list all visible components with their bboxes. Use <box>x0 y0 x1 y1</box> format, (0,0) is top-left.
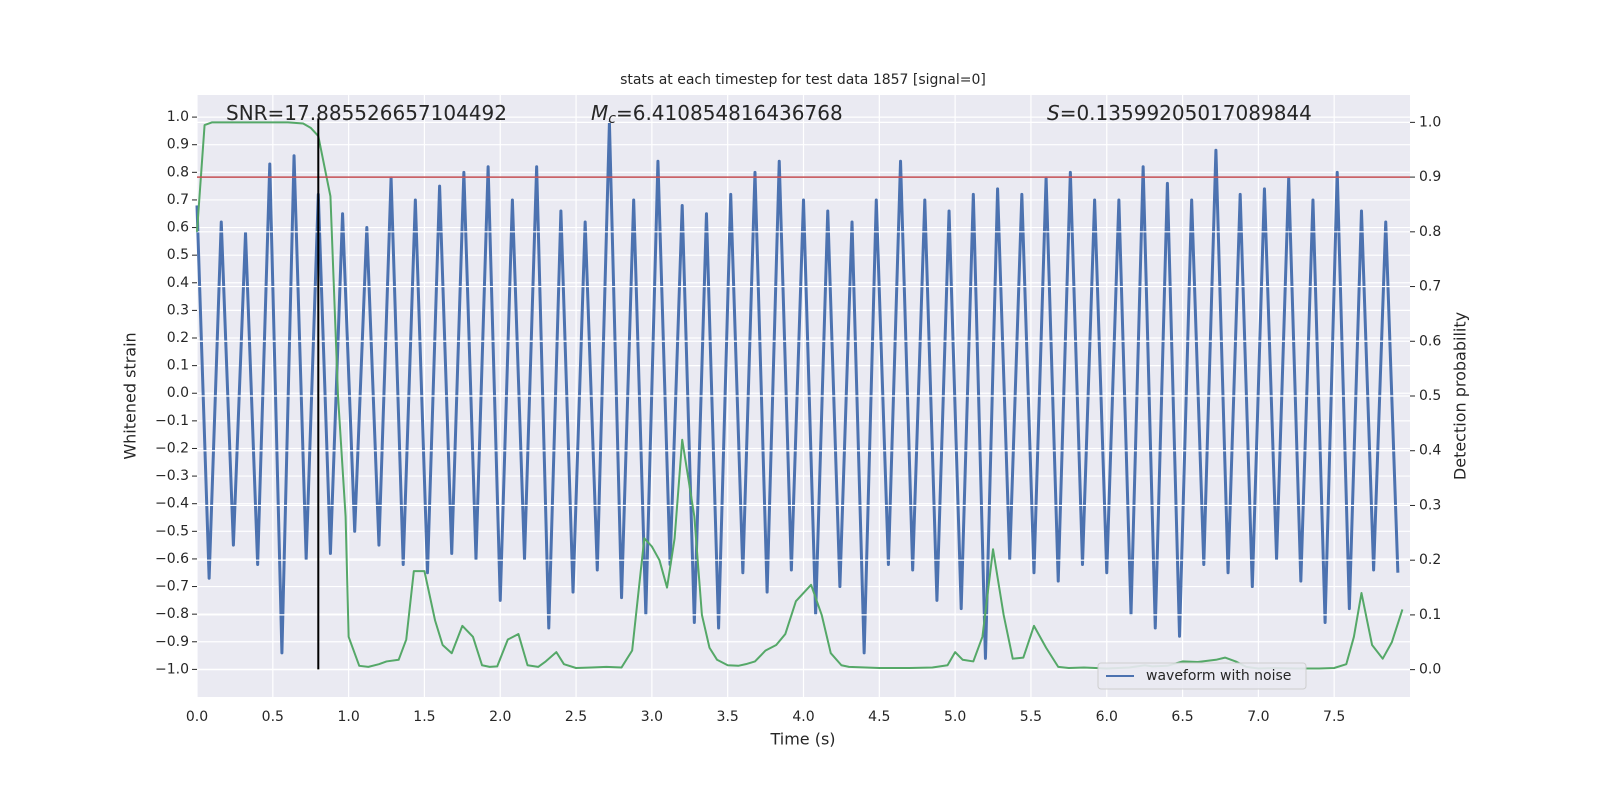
x-tick-label: 2.0 <box>489 709 511 725</box>
annotation-text: =6.410854816436768 <box>616 101 843 125</box>
legend-box <box>1097 662 1307 690</box>
y2-tick-label: 0.7 <box>1419 279 1441 295</box>
annotation: S=0.13599205017089844 <box>1047 101 1312 125</box>
x-tick-label: 2.5 <box>565 709 587 725</box>
y2-tick-label: 0.1 <box>1419 607 1441 623</box>
y2-tick-label: 0.9 <box>1419 169 1441 185</box>
chart-title: stats at each timestep for test data 185… <box>620 72 986 88</box>
probability-line <box>196 121 1404 670</box>
y-tick-label: 1.0 <box>167 109 189 125</box>
y-tick-label: −0.3 <box>155 468 189 484</box>
y-axis-label: Whitened strain <box>121 332 140 459</box>
x-tick-label: 6.5 <box>1171 709 1193 725</box>
annotation-subscript: c <box>608 111 616 127</box>
y2-tick-label: 0.3 <box>1419 497 1441 513</box>
y-tick-label: −0.5 <box>155 523 189 539</box>
y-tick-label: −0.9 <box>155 634 189 650</box>
y-tick-label: −0.1 <box>155 413 189 429</box>
y-tick-label: 0.0 <box>167 385 189 401</box>
y-tick-label: −0.2 <box>155 440 189 456</box>
y2-axis-label: Detection probability <box>1451 312 1470 480</box>
y-tick-label: −0.6 <box>155 551 189 567</box>
y-tick-label: 0.2 <box>167 330 189 346</box>
annotation: SNR=17.885526657104492 <box>226 101 507 125</box>
x-tick-label: 3.0 <box>641 709 663 725</box>
y2-tick-label: 0.2 <box>1419 552 1441 568</box>
y2-tick-label: 0.6 <box>1419 333 1441 349</box>
annotation-symbol: S <box>1047 101 1060 125</box>
annotation-text: SNR=17.885526657104492 <box>226 101 507 125</box>
y2-tick-label: 1.0 <box>1419 114 1441 130</box>
y-tick-label: −0.8 <box>155 606 189 622</box>
x-tick-label: 4.5 <box>868 709 890 725</box>
x-tick-label: 7.5 <box>1323 709 1345 725</box>
x-tick-label: 3.5 <box>717 709 739 725</box>
x-tick-label: 1.5 <box>413 709 435 725</box>
y-tick-label: 0.3 <box>167 302 189 318</box>
y2-tick-label: 0.5 <box>1419 388 1441 404</box>
y-tick-label: 0.4 <box>167 275 189 291</box>
annotation: Mc=6.410854816436768 <box>591 101 843 128</box>
y-tick-label: 0.8 <box>167 164 189 180</box>
y-tick-label: −0.7 <box>155 579 189 595</box>
legend-label: waveform with noise <box>1146 668 1291 684</box>
y2-tick-label: 0.8 <box>1419 224 1441 240</box>
x-tick-label: 5.5 <box>1020 709 1042 725</box>
waveform-line <box>195 121 1400 660</box>
x-tick-label: 6.0 <box>1096 709 1118 725</box>
x-tick-label: 5.0 <box>944 709 966 725</box>
y-tick-label: 0.9 <box>167 137 189 153</box>
y-tick-label: −0.4 <box>155 496 189 512</box>
x-axis-label: Time (s) <box>769 730 835 749</box>
y-tick-label: −1.0 <box>155 661 189 677</box>
y2-tick-label: 0.0 <box>1419 662 1441 678</box>
x-tick-label: 0.0 <box>186 709 208 725</box>
x-tick-label: 1.0 <box>337 709 359 725</box>
x-tick-label: 4.0 <box>792 709 814 725</box>
x-tick-label: 0.5 <box>262 709 284 725</box>
y-tick-label: 0.1 <box>167 358 189 374</box>
annotation-text: =0.13599205017089844 <box>1060 101 1312 125</box>
y-tick-label: 0.5 <box>167 247 189 263</box>
annotation-symbol: M <box>591 101 608 125</box>
y-tick-label: 0.7 <box>167 192 189 208</box>
x-tick-label: 7.0 <box>1247 709 1269 725</box>
y2-tick-label: 0.4 <box>1419 443 1441 459</box>
y-tick-label: 0.6 <box>167 220 189 236</box>
